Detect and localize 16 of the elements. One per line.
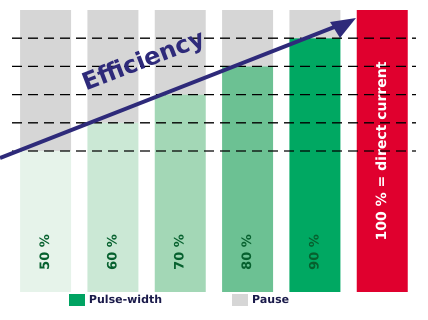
bar xyxy=(20,151,72,292)
data-label: 50 % xyxy=(38,234,54,270)
bar xyxy=(222,10,274,66)
bar xyxy=(222,66,274,292)
data-label: 60 % xyxy=(105,234,120,270)
data-label: 80 % xyxy=(240,234,256,270)
bar xyxy=(154,94,206,292)
legend-label: Pulse-width xyxy=(88,293,162,306)
bar xyxy=(356,10,408,292)
data-label: 70 % xyxy=(172,234,188,270)
bar xyxy=(20,10,72,151)
legend-label: Pause xyxy=(252,293,290,306)
bar xyxy=(87,122,138,292)
bar xyxy=(289,38,340,292)
data-label: 90 % xyxy=(307,234,322,270)
data-label: 100 % = direct current xyxy=(374,61,390,240)
